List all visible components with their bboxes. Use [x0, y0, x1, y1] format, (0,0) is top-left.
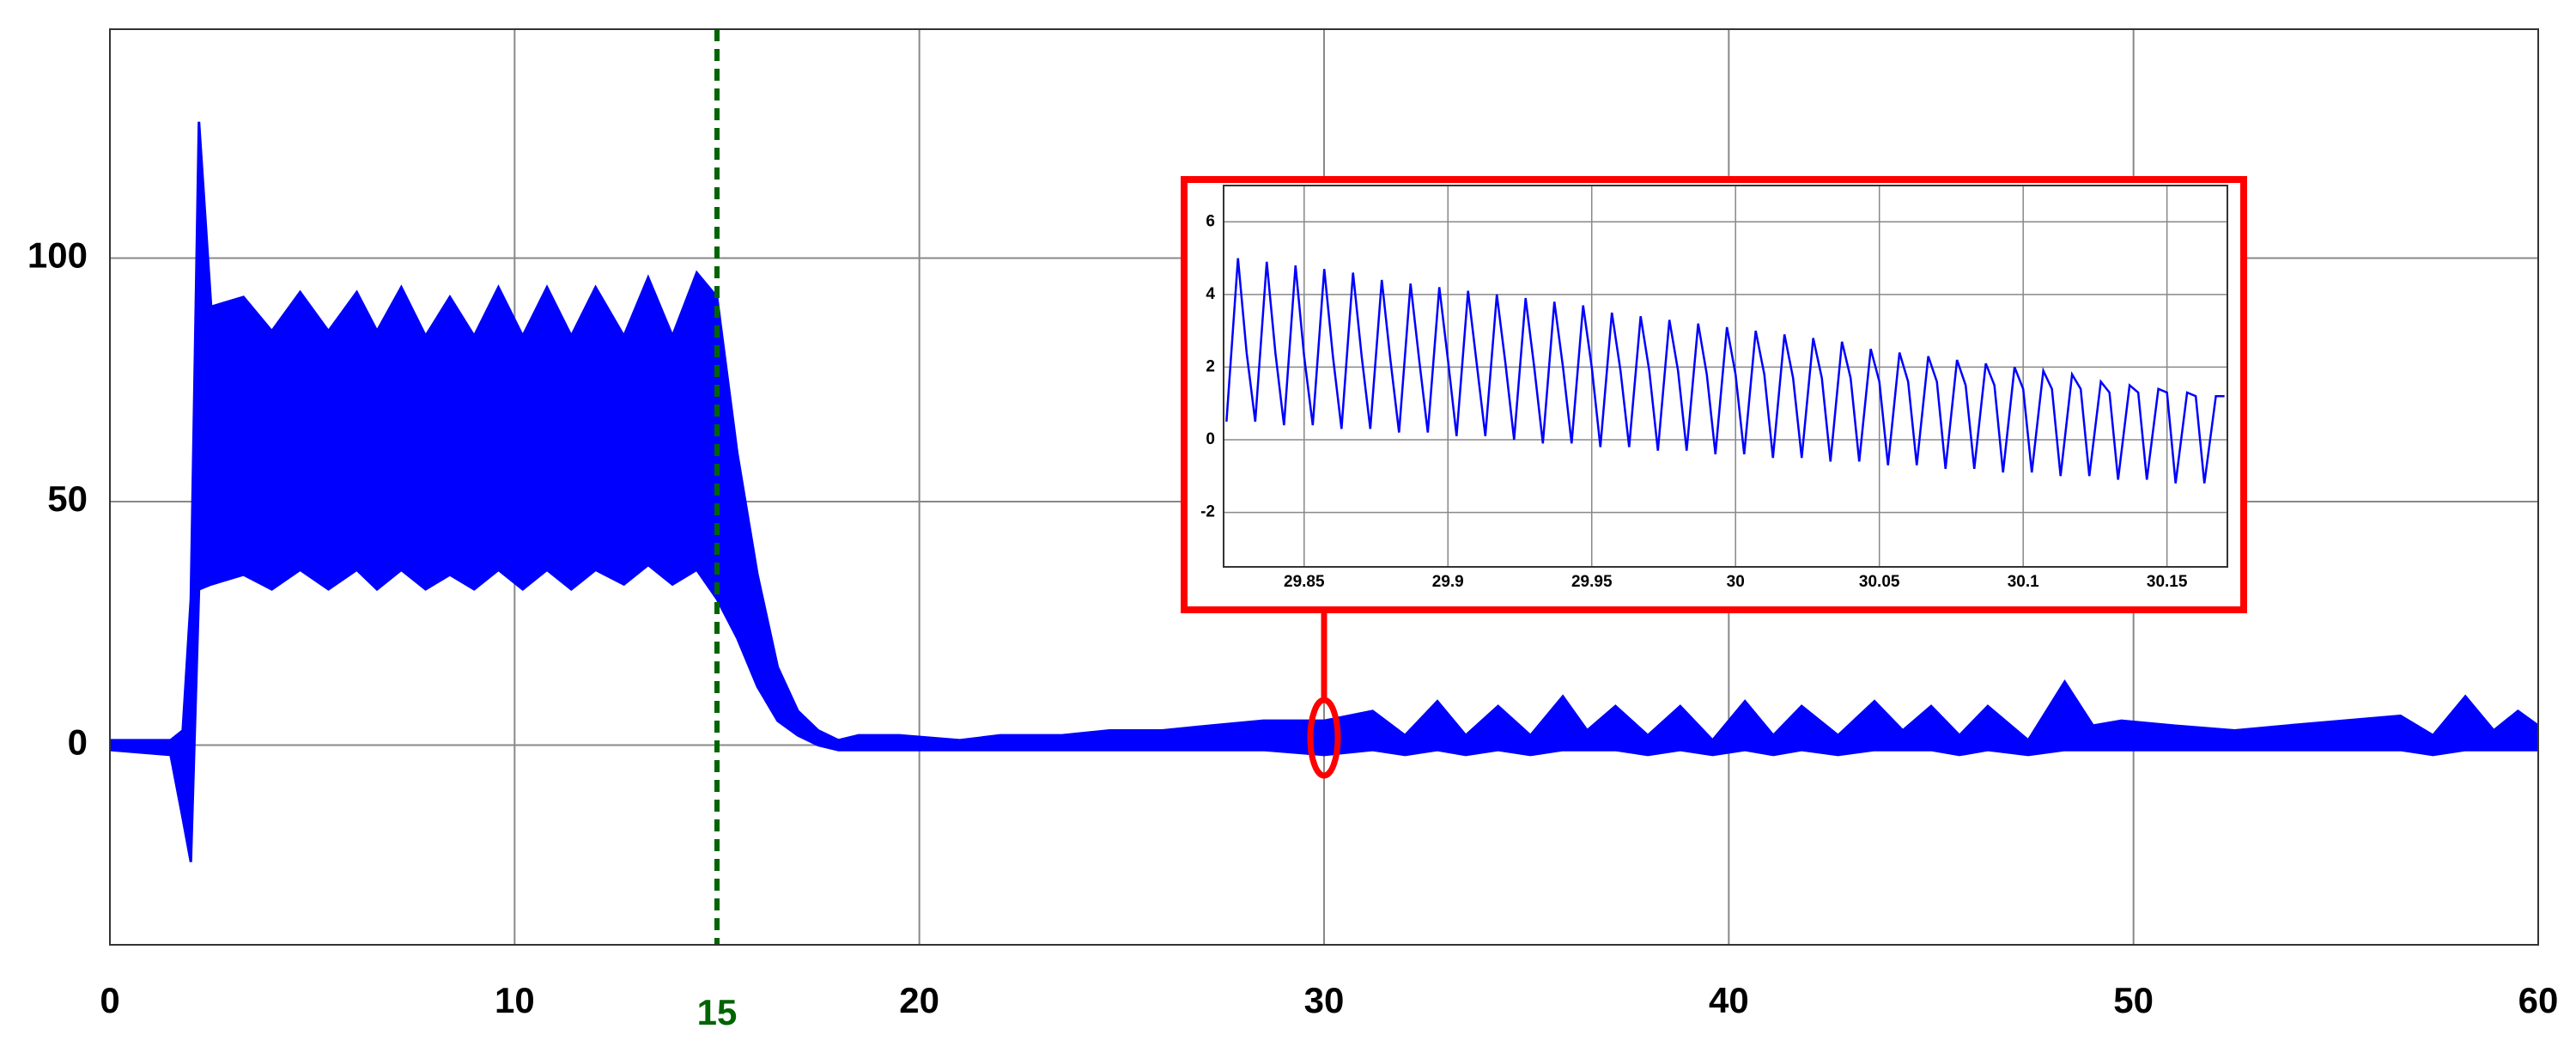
x-tick-label: 40	[1709, 980, 1749, 1020]
x-tick-label: 30.1	[2008, 573, 2039, 591]
x-tick-label: 30	[1727, 573, 1745, 591]
signal-line	[1225, 258, 2225, 484]
x-tick-label: 10	[495, 980, 535, 1020]
x-tick-label: 50	[2113, 980, 2154, 1020]
x-tick-label: 30.05	[1859, 573, 1900, 591]
x-tick-label: 60	[2518, 980, 2559, 1020]
plot-area	[1224, 186, 2227, 567]
y-tick-label: 0	[1206, 430, 1215, 448]
x-tick-label: 29.9	[1432, 573, 1464, 591]
x-tick-label: 29.85	[1284, 573, 1325, 591]
y-tick-label: 0	[68, 722, 88, 763]
x-tick-label: 0	[100, 980, 119, 1020]
y-tick-label: 50	[47, 478, 88, 519]
plot-border	[1223, 185, 2228, 568]
y-tick-label: 6	[1206, 212, 1215, 230]
marker-label: 15	[697, 992, 738, 1032]
signal-envelope	[110, 121, 2539, 743]
x-tick-label: 29.95	[1571, 573, 1613, 591]
y-tick-label: 4	[1206, 285, 1215, 303]
signal-envelope	[109, 563, 2538, 862]
plot-border	[109, 28, 2539, 946]
y-tick-label: -2	[1200, 503, 1215, 521]
x-tick-label: 30	[1304, 980, 1345, 1020]
y-tick-label: 2	[1206, 357, 1215, 375]
y-tick-label: 100	[27, 235, 88, 276]
x-tick-label: 30.15	[2147, 573, 2188, 591]
zoom-region	[1307, 697, 1341, 779]
x-tick-label: 20	[899, 980, 939, 1020]
